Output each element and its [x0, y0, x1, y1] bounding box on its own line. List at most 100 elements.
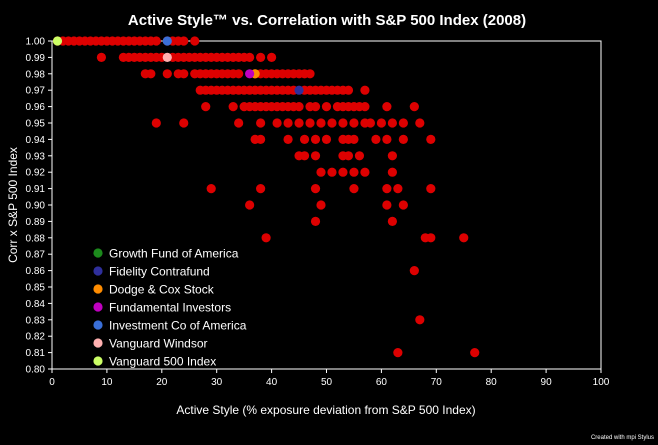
- fund-point: [327, 167, 337, 177]
- fund-point: [382, 134, 392, 144]
- fund-point: [382, 184, 392, 194]
- x-tick-label: 10: [101, 377, 113, 388]
- fund-point: [234, 118, 244, 128]
- highlighted-fund-point: [245, 69, 255, 79]
- legend-marker: [93, 320, 103, 330]
- fund-point: [256, 184, 266, 194]
- legend-marker: [93, 284, 103, 294]
- x-tick-label: 20: [156, 377, 168, 388]
- y-tick-label: 0.83: [26, 315, 46, 326]
- fund-point: [245, 200, 255, 210]
- fund-point: [415, 118, 425, 128]
- y-tick-label: 0.81: [26, 348, 46, 359]
- x-tick-label: 90: [541, 377, 553, 388]
- fund-point: [409, 102, 419, 112]
- fund-point: [409, 266, 419, 276]
- x-tick-label: 100: [593, 377, 610, 388]
- y-tick-label: 0.94: [26, 135, 46, 146]
- fund-point: [371, 134, 381, 144]
- fund-point: [382, 200, 392, 210]
- y-tick-label: 0.82: [26, 332, 46, 343]
- fund-point: [310, 216, 321, 226]
- fund-point: [146, 69, 156, 79]
- legend: Growth Fund of America Fidelity Contrafun…: [93, 247, 247, 369]
- fund-point: [179, 69, 189, 79]
- y-tick-label: 0.89: [26, 217, 46, 228]
- fund-point: [179, 118, 189, 128]
- y-axis-ticks: 0.80 0.81 0.82 0.83 0.84 0.85 0.86 0.87 0.88 0.89…: [26, 37, 52, 376]
- fund-point: [96, 52, 107, 63]
- legend-label: Growth Fund of America: [109, 247, 239, 261]
- y-tick-label: 0.88: [26, 233, 46, 244]
- x-tick-label: 50: [321, 377, 333, 388]
- legend-marker: [93, 248, 103, 258]
- fund-point: [316, 118, 326, 128]
- fund-point: [349, 118, 359, 128]
- fund-point: [398, 200, 408, 210]
- y-tick-label: 0.90: [26, 201, 46, 212]
- fund-point: [349, 134, 359, 144]
- x-axis-ticks: 0 10 20 30 40 50 60 70 80 90 100: [49, 369, 610, 388]
- y-tick-label: 0.86: [26, 266, 46, 277]
- fund-point: [398, 134, 408, 144]
- x-tick-label: 70: [431, 377, 443, 388]
- fund-point: [256, 134, 266, 144]
- fund-point: [283, 134, 293, 144]
- fund-point: [343, 85, 354, 95]
- x-tick-label: 0: [49, 377, 55, 388]
- fund-point: [283, 118, 293, 128]
- x-tick-label: 40: [266, 377, 278, 388]
- fund-point: [365, 118, 376, 128]
- fund-point: [338, 167, 348, 177]
- fund-point: [338, 118, 348, 128]
- highlighted-fund-point: [294, 85, 304, 95]
- fund-point: [234, 69, 244, 79]
- fund-point: [398, 118, 408, 128]
- fund-point: [343, 151, 354, 161]
- chart-title: Active Style™ vs. Correlation with S&P 5…: [128, 12, 526, 29]
- fund-point: [305, 69, 315, 79]
- fund-point: [459, 233, 469, 243]
- fund-point: [310, 134, 321, 144]
- fund-point: [376, 118, 386, 128]
- legend-label: Vanguard Windsor: [109, 337, 208, 351]
- fund-point: [267, 52, 277, 63]
- x-tick-label: 30: [211, 377, 223, 388]
- fund-point: [393, 348, 403, 358]
- y-tick-label: 0.84: [26, 299, 46, 310]
- legend-label: Fidelity Contrafund: [109, 265, 210, 279]
- legend-label: Dodge & Cox Stock: [109, 283, 215, 297]
- x-tick-label: 60: [376, 377, 388, 388]
- fund-point: [360, 167, 370, 177]
- fund-point: [316, 200, 326, 210]
- fund-point: [245, 52, 255, 63]
- fund-point: [179, 36, 189, 46]
- fund-point: [382, 102, 392, 112]
- fund-point: [360, 102, 370, 112]
- y-tick-label: 0.97: [26, 86, 46, 97]
- legend-label: Vanguard 500 Index: [109, 355, 216, 369]
- legend-label: Investment Co of America: [109, 319, 247, 333]
- y-tick-label: 0.93: [26, 151, 46, 162]
- highlighted-fund-point: [52, 36, 63, 46]
- y-tick-label: 0.80: [26, 365, 46, 376]
- fund-point: [294, 118, 304, 128]
- highlighted-fund-point: [162, 36, 172, 46]
- fund-point: [310, 151, 321, 161]
- legend-marker: [93, 302, 103, 312]
- x-axis-title: Active Style (% exposure deviation from …: [176, 403, 475, 417]
- fund-point: [470, 348, 480, 358]
- fund-point: [228, 102, 238, 112]
- y-tick-label: 0.98: [26, 69, 46, 80]
- fund-point: [316, 167, 326, 177]
- fund-point: [387, 167, 397, 177]
- fund-point: [415, 315, 425, 325]
- y-tick-label: 0.87: [26, 250, 46, 261]
- fund-point: [426, 184, 436, 194]
- fund-point: [387, 118, 397, 128]
- credit-text: Created with mpi Stylus: [591, 435, 654, 441]
- fund-point: [354, 151, 365, 161]
- fund-point: [426, 134, 436, 144]
- fund-point: [190, 36, 200, 46]
